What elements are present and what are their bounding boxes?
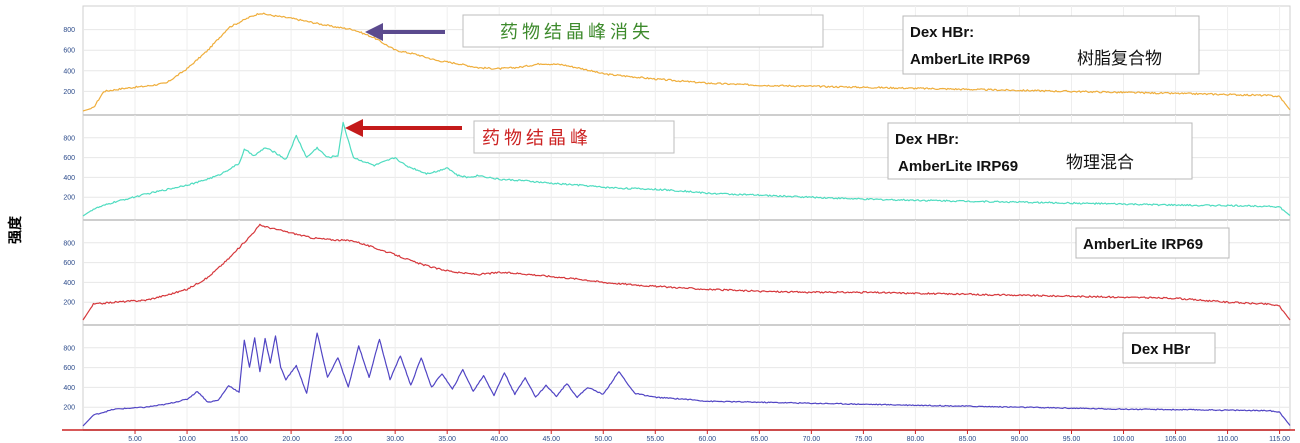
x-tick-label: 100.00 (1113, 436, 1135, 443)
x-tick-label: 30.00 (386, 436, 404, 443)
y-tick-label: 400 (63, 385, 75, 392)
legend-physical-cn: 物理混合 (1066, 153, 1134, 173)
y-tick-label: 600 (63, 260, 75, 267)
x-tick-label: 40.00 (490, 436, 508, 443)
chart-panels (82, 12, 1291, 427)
annotation-box-physical (473, 120, 675, 154)
x-tick-label: 105.00 (1165, 436, 1187, 443)
y-tick-label: 200 (63, 195, 75, 202)
y-tick-label: 800 (63, 345, 75, 352)
y-tick-label: 400 (63, 68, 75, 75)
legend-complex-line1: Dex HBr: (910, 24, 974, 41)
x-tick-label: 60.00 (699, 436, 717, 443)
x-tick-label: 90.00 (1011, 436, 1029, 443)
annotation-physical: 药物结晶峰 (482, 128, 592, 149)
legend-box-physical (887, 122, 1193, 180)
x-tick-label: 115.00 (1269, 436, 1290, 443)
arrow-crystal-peak-head (345, 119, 363, 137)
x-tick-label: 45.00 (542, 436, 560, 443)
panel-frame (82, 324, 1291, 431)
legend-box-resin (1075, 227, 1230, 259)
y-tick-label: 200 (63, 89, 75, 96)
y-tick-label: 800 (63, 240, 75, 247)
x-tick-label: 85.00 (959, 436, 977, 443)
legend-complex-line2: AmberLite IRP69 (910, 51, 1030, 68)
x-tick-label: 70.00 (803, 436, 821, 443)
series-line-physical (82, 121, 1291, 217)
y-tick-label: 600 (63, 48, 75, 55)
legend-drug: Dex HBr (1131, 341, 1190, 358)
legend-box-complex (902, 15, 1200, 75)
x-tick-labels: 5.00 10.00 15.00 20.00 25.00 30.00 35.00 40.00 4… (128, 430, 1290, 443)
series-line-drug (82, 332, 1291, 427)
x-tick-label: 95.00 (1063, 436, 1081, 443)
y-tick-label: 200 (63, 405, 75, 412)
x-tick-label: 5.00 (128, 436, 142, 443)
y-tick-label: 200 (63, 300, 75, 307)
legend-physical-line2: AmberLite IRP69 (898, 158, 1018, 175)
x-tick-label: 50.00 (594, 436, 612, 443)
y-tick-label: 600 (63, 155, 75, 162)
series-line-complex (82, 12, 1291, 112)
series-line-resin (82, 223, 1291, 321)
x-tick-label: 20.00 (282, 436, 300, 443)
y-tick-label: 800 (63, 135, 75, 142)
y-tick-label: 400 (63, 280, 75, 287)
x-tick-label: 65.00 (751, 436, 769, 443)
legend-physical-line1: Dex HBr: (895, 131, 959, 148)
x-tick-label: 35.00 (438, 436, 456, 443)
legend-complex-cn: 树脂复合物 (1077, 49, 1162, 69)
y-tick-labels: 200 400 600 800 200 400 600 800 200 400 600 800 200 4… (63, 27, 75, 412)
y-tick-label: 600 (63, 365, 75, 372)
x-tick-label: 110.00 (1217, 436, 1238, 443)
annotation-box-complex (462, 14, 824, 48)
x-tick-label: 80.00 (907, 436, 925, 443)
y-tick-label: 800 (63, 27, 75, 34)
x-tick-label: 25.00 (334, 436, 352, 443)
y-tick-label: 400 (63, 175, 75, 182)
legend-resin: AmberLite IRP69 (1083, 236, 1203, 253)
arrow-crystal-peak-disappears-head (365, 23, 383, 41)
annotation-complex: 药物结晶峰消失 (500, 22, 654, 43)
x-tick-label: 15.00 (230, 436, 248, 443)
x-tick-label: 10.00 (178, 436, 196, 443)
legend-box-drug (1122, 332, 1216, 364)
y-axis-label: 强度 (7, 215, 24, 244)
legends: Dex HBr: AmberLite IRP69 树脂复合物 Dex HBr: Ambe… (887, 15, 1230, 364)
x-tick-label: 55.00 (647, 436, 665, 443)
x-tick-label: 75.00 (855, 436, 873, 443)
